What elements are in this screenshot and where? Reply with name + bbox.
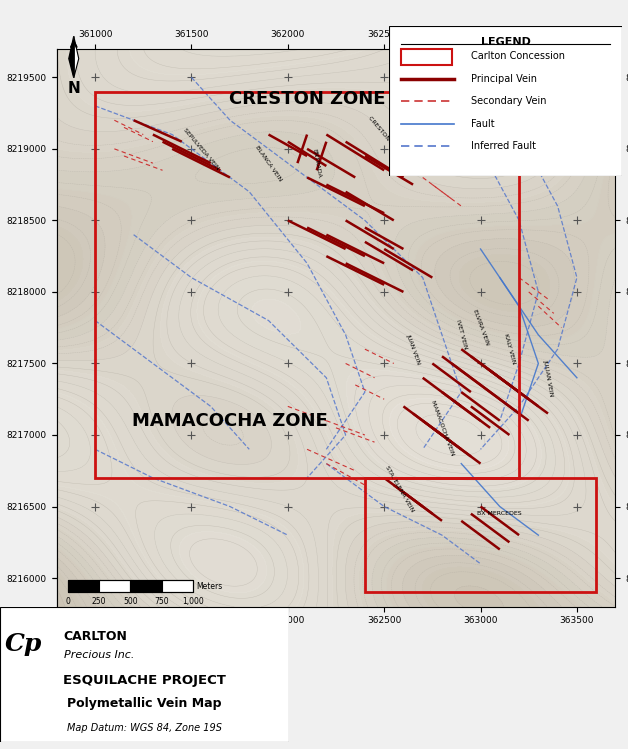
Polygon shape [69, 36, 74, 78]
Text: ELVIRA VEIN: ELVIRA VEIN [472, 309, 489, 346]
Text: Principal Vein: Principal Vein [471, 73, 537, 84]
Text: 500: 500 [123, 597, 138, 606]
Text: KALY VEIN: KALY VEIN [503, 333, 516, 365]
Text: CRESTON ZONE: CRESTON ZONE [229, 90, 386, 108]
Text: 0: 0 [65, 597, 70, 606]
Text: Map Datum: WGS 84, Zone 19S: Map Datum: WGS 84, Zone 19S [67, 723, 222, 733]
Text: CRESTON VEIN: CRESTON VEIN [367, 115, 401, 154]
Text: Fault: Fault [471, 118, 494, 129]
Text: MAMACOCHA VEIN: MAMACOCHA VEIN [430, 399, 454, 456]
Text: IVET VEIN: IVET VEIN [455, 319, 468, 351]
Bar [365, 478, 596, 592]
Text: Polymetallic Vein Map: Polymetallic Vein Map [67, 697, 222, 710]
Bar [68, 580, 99, 592]
Polygon shape [74, 36, 78, 78]
Text: 1,000: 1,000 [182, 597, 204, 606]
Bar [68, 580, 193, 592]
Bar [99, 580, 131, 592]
Text: Precious Inc.: Precious Inc. [63, 650, 134, 660]
Text: Meters: Meters [196, 582, 222, 591]
Text: 750: 750 [154, 597, 169, 606]
Text: Secondary Vein: Secondary Vein [471, 96, 546, 106]
Bar [162, 580, 193, 592]
Bar [131, 580, 162, 592]
Text: ESQUILACHE PROJECT: ESQUILACHE PROJECT [63, 674, 226, 688]
Text: LEGEND: LEGEND [480, 37, 531, 46]
Text: ENTRADA: ENTRADA [311, 148, 322, 178]
Text: Carlton Concession: Carlton Concession [471, 51, 565, 61]
Text: JUAN VEIN: JUAN VEIN [405, 333, 421, 365]
Bar [95, 91, 519, 478]
Text: Inferred Fault: Inferred Fault [471, 141, 536, 151]
Text: STA. ELENA VEIN: STA. ELENA VEIN [384, 465, 415, 513]
Bar [401, 49, 452, 65]
Text: BX MERCEDES: BX MERCEDES [477, 511, 522, 516]
Text: BLANCA VEIN: BLANCA VEIN [254, 145, 283, 182]
Text: MAMACOCHA ZONE: MAMACOCHA ZONE [132, 412, 328, 430]
Text: CARLTON: CARLTON [63, 630, 127, 643]
Text: JULIAN VEIN: JULIAN VEIN [542, 359, 554, 397]
Text: 250: 250 [92, 597, 106, 606]
Text: Cp: Cp [4, 632, 42, 656]
Text: SEPULVEDA VEIN: SEPULVEDA VEIN [182, 127, 220, 171]
Text: N: N [67, 82, 80, 97]
